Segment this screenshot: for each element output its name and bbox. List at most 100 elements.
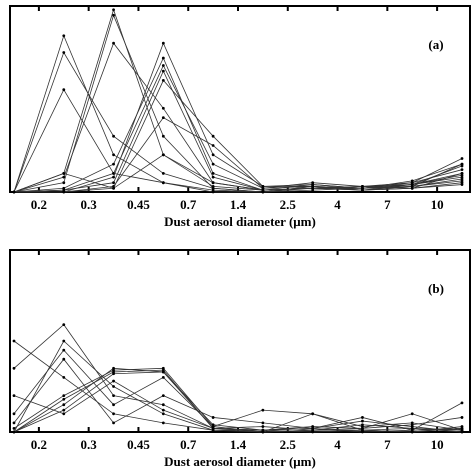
point: [62, 394, 66, 397]
point: [161, 172, 165, 175]
x-tick-label: 0.7: [180, 437, 197, 452]
point: [62, 175, 66, 179]
panel-label: (a): [428, 37, 443, 52]
point: [460, 157, 464, 160]
x-tick-label: 1.4: [230, 437, 247, 452]
point: [211, 144, 215, 147]
point: [62, 408, 66, 412]
point: [161, 79, 165, 82]
point: [112, 372, 115, 376]
series-line: [13, 324, 463, 431]
x-tick-label: 4: [334, 197, 341, 212]
point: [261, 408, 265, 412]
point: [112, 421, 115, 425]
point: [161, 181, 165, 185]
point: [112, 8, 115, 12]
x-tick-label: 10: [431, 197, 444, 212]
series-line: [13, 70, 463, 193]
point: [460, 425, 464, 428]
point: [112, 153, 115, 157]
point: [112, 403, 115, 407]
point: [12, 426, 16, 430]
point: [161, 41, 165, 45]
point: [410, 179, 414, 183]
series-line: [13, 369, 463, 433]
point: [460, 401, 464, 405]
point: [211, 181, 215, 185]
point: [211, 134, 215, 138]
point: [311, 412, 315, 416]
point: [261, 428, 265, 432]
point: [62, 190, 66, 194]
point: [161, 106, 165, 110]
point: [460, 177, 464, 181]
point: [161, 408, 165, 412]
point: [311, 425, 315, 428]
x-tick-label: 0.2: [31, 437, 47, 452]
point: [410, 423, 414, 427]
point: [211, 153, 215, 157]
point: [161, 153, 165, 157]
series-line: [13, 380, 463, 431]
point: [410, 183, 414, 186]
point: [62, 376, 66, 379]
point: [311, 183, 315, 186]
point: [161, 134, 165, 138]
point: [361, 186, 364, 190]
point: [161, 403, 165, 407]
point: [261, 425, 265, 428]
point: [361, 423, 364, 427]
plot-frame: [9, 249, 471, 433]
x-axis-label: Dust aerosol diameter (μm): [164, 214, 316, 229]
series-line: [14, 117, 463, 193]
point: [62, 34, 66, 38]
point: [161, 412, 165, 416]
point: [460, 183, 464, 186]
point: [161, 69, 165, 73]
point: [261, 188, 265, 192]
x-tick-label: 0.2: [31, 197, 47, 212]
series-line: [13, 42, 463, 193]
point: [112, 394, 115, 397]
point: [112, 41, 115, 45]
point: [211, 426, 215, 430]
series-line: [13, 14, 463, 193]
series-line: [14, 42, 463, 193]
point: [12, 366, 16, 370]
series-line: [13, 358, 463, 433]
point: [62, 339, 66, 343]
x-tick-label: 2.5: [280, 197, 297, 212]
point: [62, 397, 66, 401]
series-line: [13, 88, 463, 193]
point: [410, 412, 414, 416]
point: [211, 175, 215, 179]
series-line: [13, 79, 463, 193]
point: [12, 421, 16, 425]
x-tick-label: 7: [384, 437, 391, 452]
point: [211, 172, 215, 175]
x-tick-label: 0.3: [81, 197, 98, 212]
series-line: [13, 8, 463, 193]
point: [460, 172, 464, 175]
point: [410, 186, 414, 190]
point: [161, 394, 165, 397]
point: [112, 379, 115, 383]
point: [361, 426, 364, 430]
point: [112, 13, 115, 17]
point: [112, 412, 115, 416]
point: [460, 416, 464, 419]
point: [112, 186, 115, 190]
point: [161, 421, 165, 425]
x-tick-label: 2.5: [280, 437, 297, 452]
point: [161, 370, 165, 374]
series-line: [13, 64, 463, 193]
x-tick-label: 0.45: [127, 197, 150, 212]
point: [12, 339, 16, 343]
point: [211, 416, 215, 419]
point: [62, 172, 66, 175]
point: [112, 175, 115, 179]
point: [12, 190, 16, 194]
point: [112, 385, 115, 388]
point: [361, 419, 364, 423]
